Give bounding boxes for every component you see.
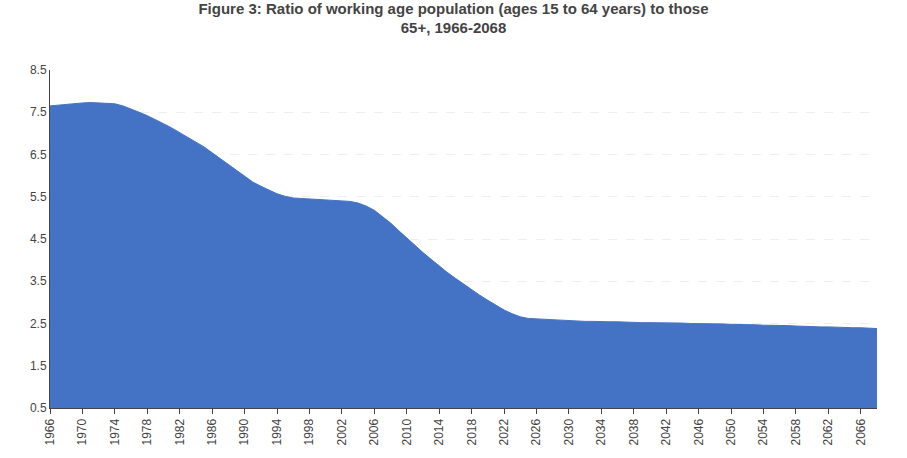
svg-text:1.5: 1.5 — [30, 359, 47, 373]
svg-text:2050: 2050 — [724, 418, 738, 445]
svg-text:5.5: 5.5 — [30, 190, 47, 204]
svg-text:6.5: 6.5 — [30, 148, 47, 162]
svg-text:1970: 1970 — [75, 418, 89, 445]
svg-text:Figure 3: Ratio of working age: Figure 3: Ratio of working age populatio… — [198, 0, 708, 36]
svg-text:3.5: 3.5 — [30, 274, 47, 288]
svg-text:1990: 1990 — [237, 418, 251, 445]
svg-text:2026: 2026 — [529, 418, 543, 445]
svg-text:2018: 2018 — [465, 418, 479, 445]
svg-text:2030: 2030 — [562, 418, 576, 445]
svg-text:1978: 1978 — [140, 418, 154, 445]
svg-text:2038: 2038 — [627, 418, 641, 445]
svg-text:1986: 1986 — [205, 418, 219, 445]
svg-text:1974: 1974 — [108, 418, 122, 445]
svg-text:1982: 1982 — [173, 418, 187, 445]
svg-text:8.5: 8.5 — [30, 63, 47, 77]
svg-text:2058: 2058 — [789, 418, 803, 445]
svg-text:2.5: 2.5 — [30, 317, 47, 331]
svg-text:2010: 2010 — [400, 418, 414, 445]
svg-text:2046: 2046 — [692, 418, 706, 445]
svg-text:1994: 1994 — [270, 418, 284, 445]
svg-text:2062: 2062 — [821, 418, 835, 445]
svg-text:2042: 2042 — [659, 418, 673, 445]
svg-text:2006: 2006 — [367, 418, 381, 445]
svg-text:2034: 2034 — [594, 418, 608, 445]
svg-text:2014: 2014 — [432, 418, 446, 445]
svg-text:7.5: 7.5 — [30, 105, 47, 119]
svg-text:0.5: 0.5 — [30, 401, 47, 415]
svg-text:2054: 2054 — [756, 418, 770, 445]
svg-text:2066: 2066 — [854, 418, 868, 445]
svg-text:2002: 2002 — [335, 418, 349, 445]
svg-text:1966: 1966 — [43, 418, 57, 445]
svg-text:1998: 1998 — [302, 418, 316, 445]
svg-text:4.5: 4.5 — [30, 232, 47, 246]
svg-text:2022: 2022 — [497, 418, 511, 445]
